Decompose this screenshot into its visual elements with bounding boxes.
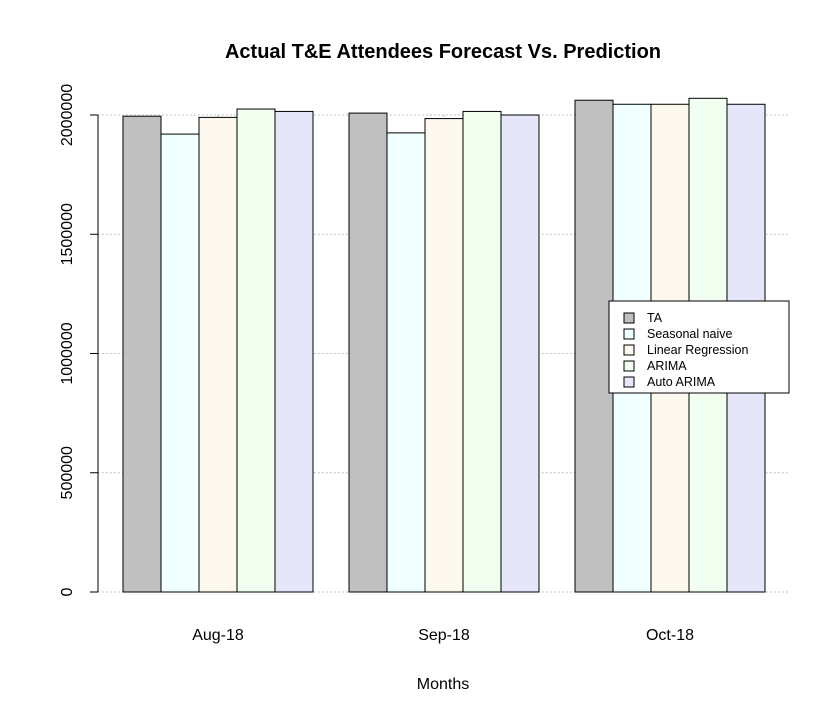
bar-aug-18-arima <box>236 108 276 593</box>
legend-label-3: ARIMA <box>647 359 687 373</box>
y-tick-label-1: 500000 <box>59 446 76 499</box>
y-tick-label-4: 2000000 <box>59 84 76 146</box>
bar-sep-18-linear-regression <box>424 118 464 593</box>
legend-box <box>608 300 790 394</box>
legend-swatch-0 <box>623 312 635 324</box>
x-tick-label-2: Oct-18 <box>646 627 694 644</box>
bar-sep-18-auto-arima <box>500 114 540 593</box>
legend-swatch-1 <box>623 328 635 340</box>
legend-swatch-4 <box>623 376 635 388</box>
y-ticks: 0 500000 1000000 1500000 2000000 <box>59 84 98 596</box>
x-axis-label: Months <box>417 676 469 693</box>
bar-aug-18-auto-arima <box>274 110 314 593</box>
legend-label-1: Seasonal naive <box>647 327 733 341</box>
y-tick-label-2: 1000000 <box>59 322 76 384</box>
bar-aug-18-seasonal-naive <box>160 133 200 593</box>
legend-label-4: Auto ARIMA <box>647 375 716 389</box>
chart-title: Actual T&E Attendees Forecast Vs. Predic… <box>225 41 661 63</box>
legend-label-2: Linear Regression <box>647 343 748 357</box>
x-tick-label-0: Aug-18 <box>192 627 244 644</box>
bar-oct-18-ta <box>574 99 614 593</box>
legend: TA Seasonal naive Linear Regression ARIMA Au… <box>608 300 790 394</box>
bars-layer <box>122 97 766 593</box>
bar-aug-18-linear-regression <box>198 116 238 593</box>
bar-sep-18-ta <box>348 112 388 593</box>
bar-aug-18-ta <box>122 115 162 593</box>
x-tick-labels: Aug-18 Sep-18 Oct-18 <box>192 627 694 644</box>
legend-swatch-3 <box>623 360 635 372</box>
y-tick-label-3: 1500000 <box>59 203 76 265</box>
y-tick-label-0: 0 <box>59 587 76 596</box>
legend-swatch-2 <box>623 344 635 356</box>
bar-sep-18-seasonal-naive <box>386 132 426 593</box>
x-tick-label-1: Sep-18 <box>418 627 470 644</box>
bar-sep-18-arima <box>462 110 502 593</box>
legend-label-0: TA <box>647 311 663 325</box>
